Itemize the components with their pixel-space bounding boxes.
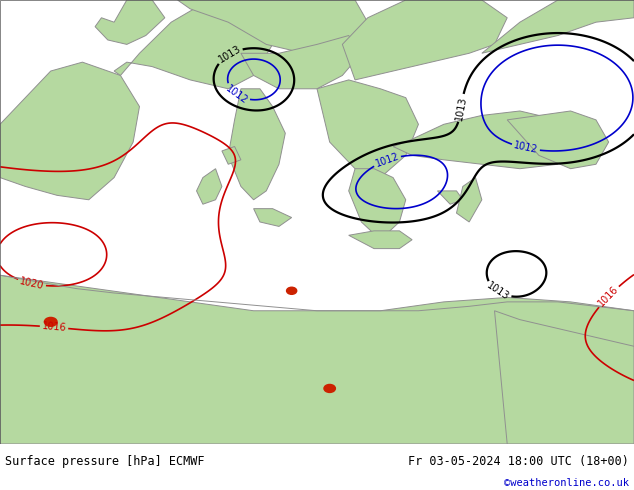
Polygon shape (393, 111, 571, 169)
Polygon shape (197, 169, 222, 204)
Polygon shape (482, 0, 634, 53)
Polygon shape (456, 177, 482, 222)
Polygon shape (114, 0, 273, 89)
Polygon shape (349, 231, 412, 248)
Circle shape (44, 318, 57, 326)
Text: ©weatheronline.co.uk: ©weatheronline.co.uk (504, 478, 629, 488)
Polygon shape (178, 0, 368, 53)
Polygon shape (317, 80, 418, 177)
Polygon shape (254, 209, 292, 226)
Text: 1016: 1016 (597, 284, 621, 309)
Polygon shape (342, 0, 507, 80)
Text: 1013: 1013 (216, 44, 242, 65)
Text: Fr 03-05-2024 18:00 UTC (18+00): Fr 03-05-2024 18:00 UTC (18+00) (408, 455, 629, 468)
Polygon shape (495, 311, 634, 444)
Polygon shape (0, 62, 139, 200)
Text: 1020: 1020 (18, 276, 45, 291)
Polygon shape (437, 191, 463, 204)
Polygon shape (241, 35, 361, 89)
Polygon shape (228, 89, 285, 200)
Polygon shape (349, 169, 406, 240)
Text: 1013: 1013 (485, 281, 511, 302)
Polygon shape (222, 147, 241, 164)
Text: Surface pressure [hPa] ECMWF: Surface pressure [hPa] ECMWF (5, 455, 205, 468)
Text: 1012: 1012 (224, 83, 250, 106)
Circle shape (287, 287, 297, 294)
Text: 1012: 1012 (513, 141, 539, 155)
Text: 1012: 1012 (374, 151, 401, 169)
Polygon shape (0, 275, 634, 444)
Circle shape (324, 385, 335, 392)
Polygon shape (95, 0, 165, 45)
Polygon shape (507, 111, 609, 169)
Text: 1013: 1013 (454, 95, 468, 121)
Text: 1016: 1016 (41, 321, 67, 333)
